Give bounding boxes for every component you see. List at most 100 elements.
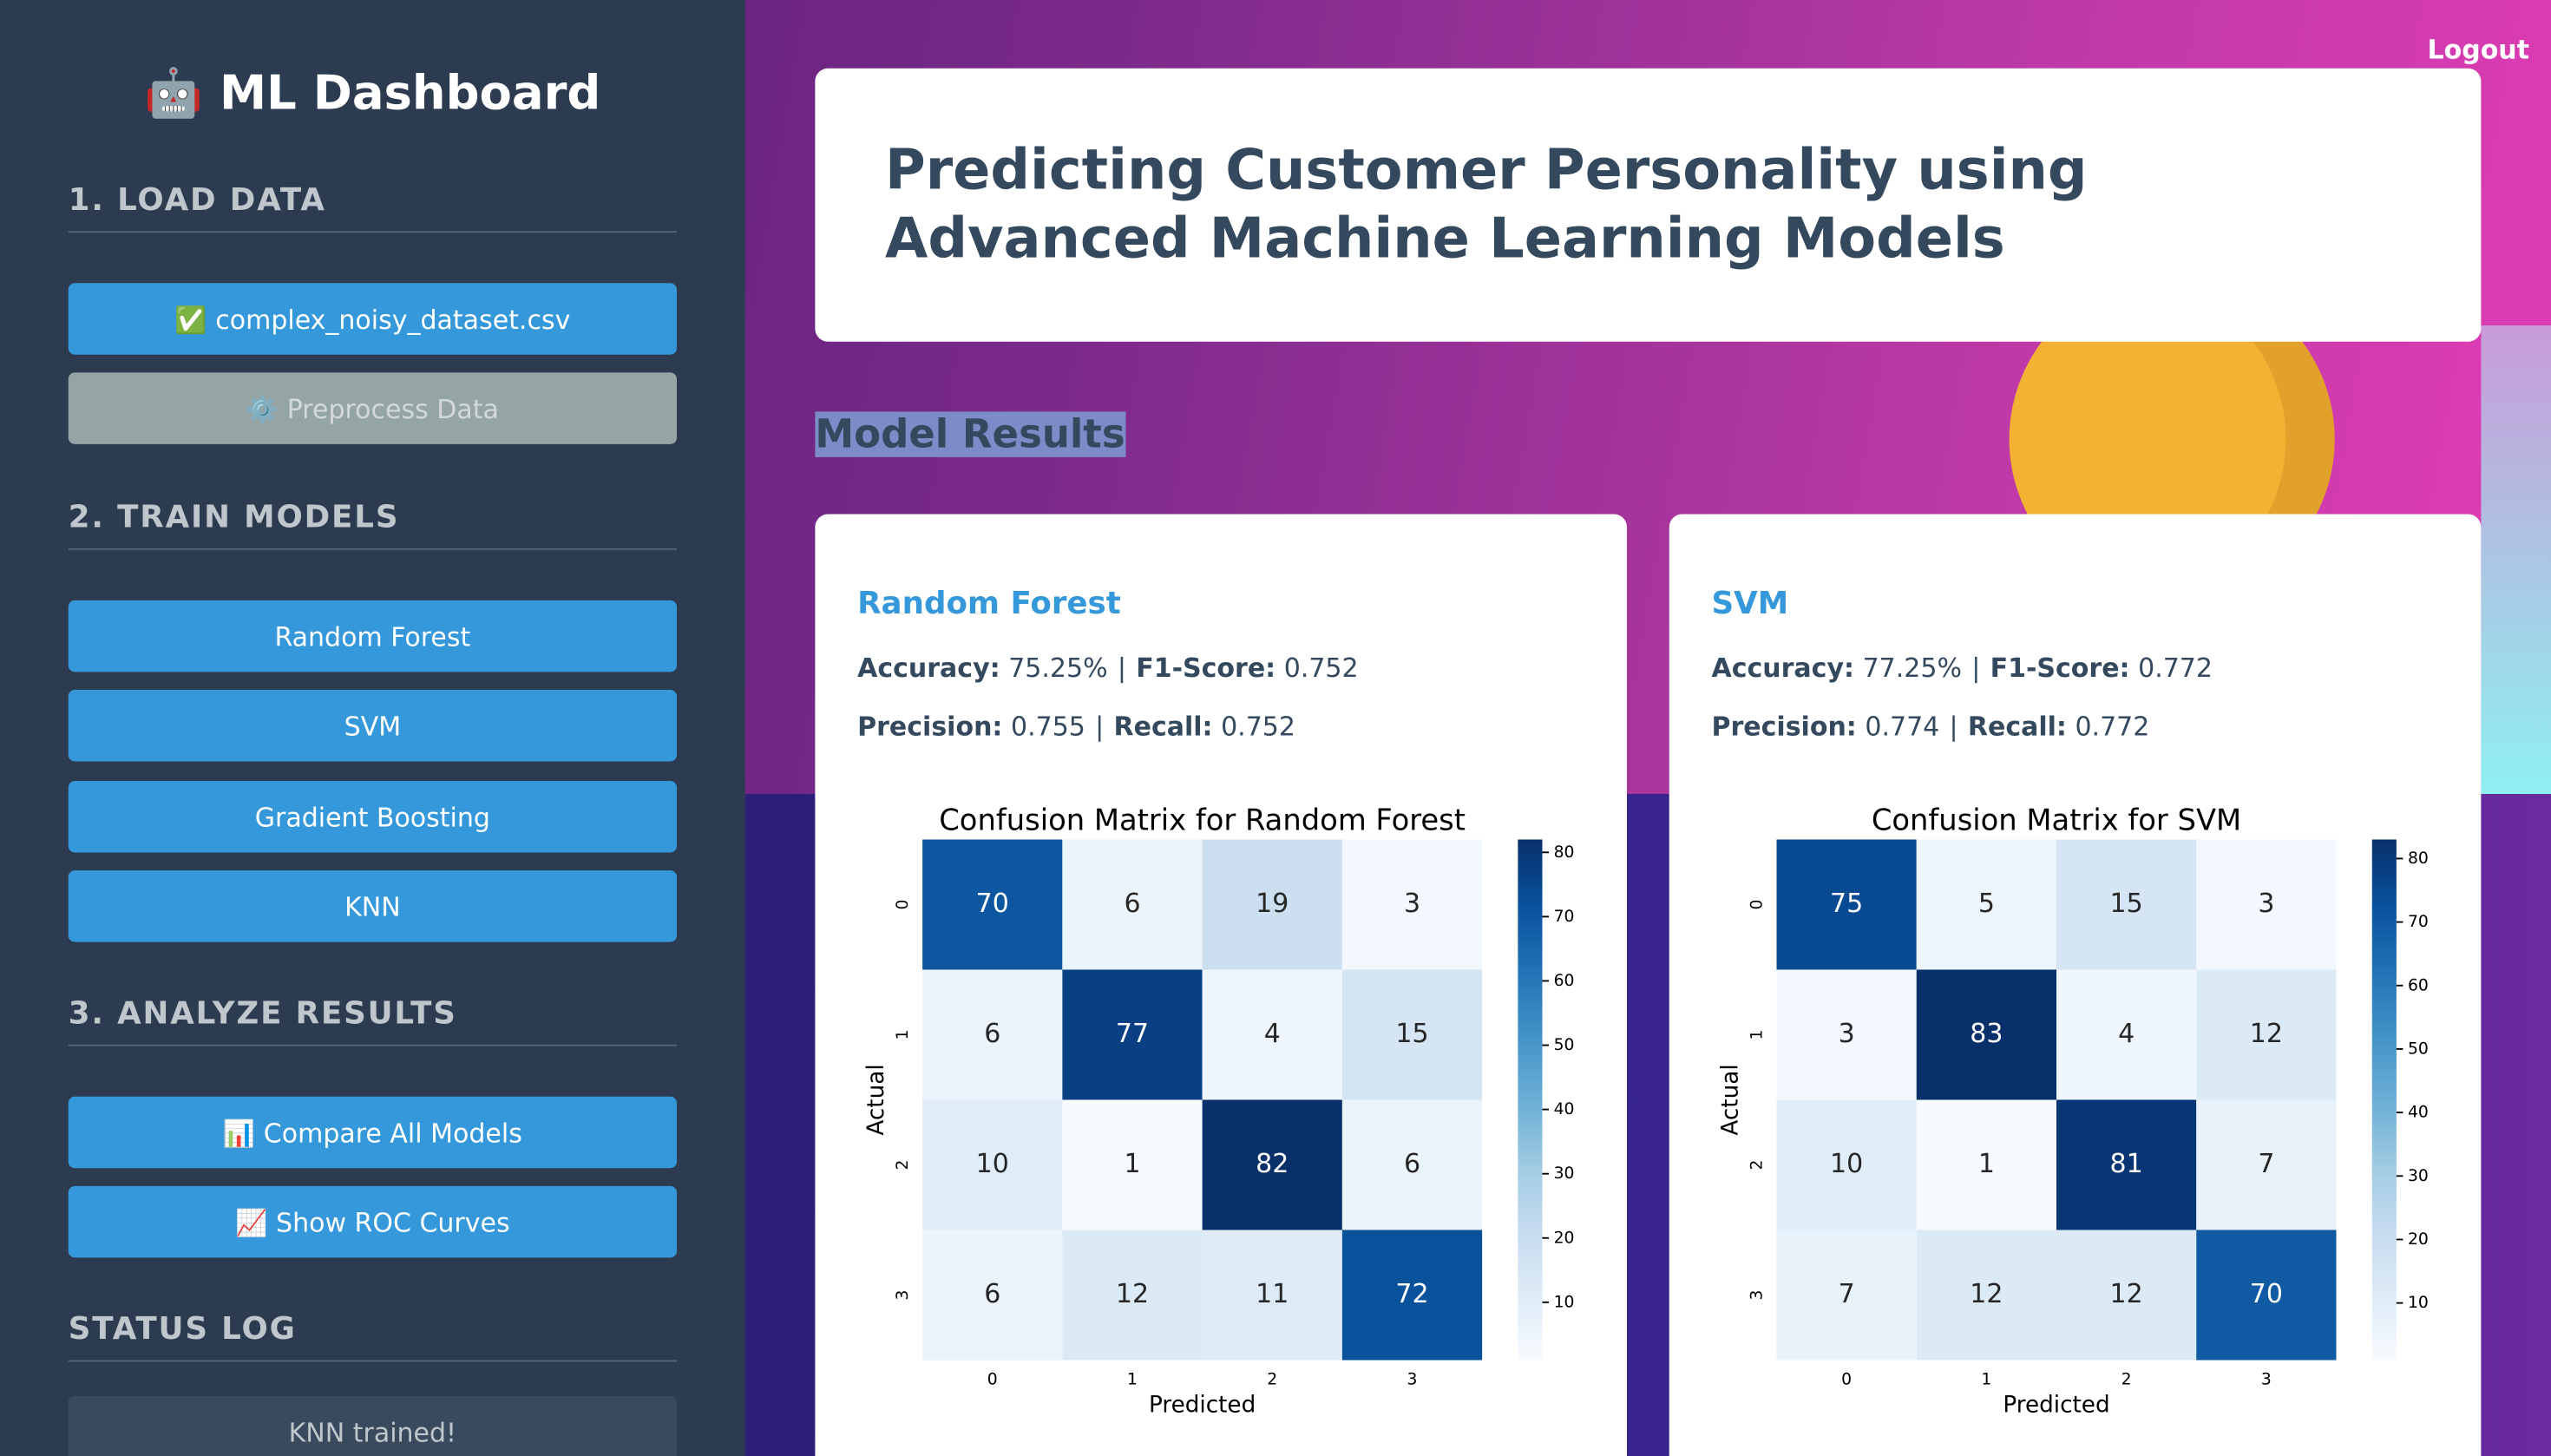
cell-label: 7	[2258, 1149, 2274, 1179]
y-tick-label: 1	[1748, 1030, 1767, 1040]
cell-label: 19	[1256, 889, 1289, 919]
heatmap-cell	[2056, 1099, 2197, 1230]
metric-value: 0.752	[1283, 652, 1359, 684]
cell-label: 10	[976, 1149, 1009, 1179]
y-axis-label: Actual	[863, 1064, 889, 1135]
colorbar-tick-label: 60	[1554, 972, 1575, 990]
heatmap-cell	[922, 969, 1063, 1100]
heatmap-cell	[922, 1099, 1063, 1230]
heatmap-cell	[2196, 1099, 2337, 1230]
cell-label: 70	[976, 889, 1009, 919]
model-card: Random Forest Accuracy: 75.25% | F1-Score: …	[815, 514, 1627, 1456]
sidebar-button[interactable]: Random Forest	[68, 600, 677, 672]
cell-label: 12	[2250, 1019, 2283, 1049]
x-tick-label: 0	[987, 1371, 998, 1389]
y-tick-label: 2	[894, 1160, 912, 1171]
cell-label: 12	[2110, 1279, 2143, 1309]
section-heading: 3. ANALYZE RESULTS	[68, 996, 677, 1046]
cell-label: 12	[1970, 1279, 2003, 1309]
y-tick-label: 3	[1748, 1290, 1767, 1301]
cell-label: 75	[1830, 889, 1863, 919]
cell-label: 7	[1839, 1279, 1855, 1309]
heatmap-cell	[1062, 1099, 1203, 1230]
sidebar-button[interactable]: 📊 Compare All Models	[68, 1096, 677, 1169]
colorbar-tick-label: 30	[2408, 1167, 2429, 1185]
cell-label: 82	[1256, 1149, 1289, 1179]
metric-label: Recall:	[1967, 711, 2067, 742]
cell-label: 15	[2110, 889, 2143, 919]
x-tick-label: 1	[1981, 1371, 1991, 1389]
heatmap-cell	[1776, 839, 1917, 970]
metric-label: Accuracy:	[1711, 652, 1855, 684]
colorbar-tick-label: 70	[2408, 913, 2429, 931]
x-axis-label: Predicted	[2003, 1393, 2109, 1419]
x-tick-label: 3	[1407, 1371, 1418, 1389]
cell-label: 1	[1978, 1149, 1995, 1179]
heatmap-cell	[1202, 969, 1342, 1100]
x-tick-label: 2	[2121, 1371, 2132, 1389]
heatmap-cell	[1916, 1230, 2056, 1361]
metric-value: 75.25%	[1008, 652, 1108, 684]
y-tick-label: 0	[894, 900, 912, 910]
colorbar-tick-label: 60	[2408, 976, 2429, 994]
sidebar: 🤖 ML Dashboard 1. LOAD DATA ✅ complex_noi…	[0, 0, 745, 1456]
heatmap-cell	[2056, 1230, 2197, 1361]
x-tick-label: 0	[1841, 1371, 1852, 1389]
cell-label: 1	[1124, 1149, 1140, 1179]
x-tick-label: 1	[1127, 1371, 1138, 1389]
sidebar-button[interactable]: Gradient Boosting	[68, 781, 677, 853]
metric-label: F1-Score:	[1136, 652, 1276, 684]
sidebar-button[interactable]: 📈 Show ROC Curves	[68, 1185, 677, 1258]
page-title: Predicting Customer Personality using Ad…	[885, 138, 2088, 272]
colorbar-tick-label: 20	[2408, 1230, 2429, 1249]
metric-row: Precision: 0.755 | Recall: 0.752	[857, 711, 1295, 742]
separator: |	[1095, 711, 1105, 742]
cell-label: 3	[2258, 889, 2274, 919]
x-axis-label: Predicted	[1149, 1393, 1256, 1419]
y-tick-label: 0	[1748, 900, 1767, 910]
colorbar-tick-label: 80	[1554, 843, 1575, 862]
chart-title: Confusion Matrix for SVM	[1872, 803, 2241, 836]
sidebar-button[interactable]: KNN	[68, 870, 677, 942]
cell-label: 10	[1830, 1149, 1863, 1179]
status-message: KNN trained!	[68, 1395, 677, 1456]
metric-value: 0.755	[1010, 711, 1085, 742]
heatmap-cell	[1776, 1099, 1917, 1230]
metric-label: F1-Score:	[1990, 652, 2130, 684]
heatmap-cell	[1062, 969, 1203, 1100]
x-tick-label: 2	[1267, 1371, 1277, 1389]
sidebar-button: ⚙️ Preprocess Data	[68, 372, 677, 444]
chart-title: Confusion Matrix for Random Forest	[939, 803, 1466, 836]
metric-value: 77.25%	[1862, 652, 1962, 684]
colorbar-tick-label: 40	[1554, 1100, 1575, 1118]
heatmap-cell	[1202, 839, 1342, 970]
colorbar	[1518, 839, 1543, 1361]
metric-row: Accuracy: 75.25% | F1-Score: 0.752	[857, 653, 1359, 684]
colorbar-tick-label: 50	[1554, 1036, 1575, 1054]
heatmap-cell	[2196, 1230, 2337, 1361]
separator: |	[1949, 711, 1958, 742]
metric-value: 0.772	[2138, 652, 2213, 684]
heatmap: Confusion Matrix for Random Forest 70 6 19 3…	[863, 803, 1575, 1419]
x-tick-label: 3	[2261, 1371, 2272, 1389]
cell-label: 72	[1395, 1279, 1428, 1309]
y-tick-label: 2	[1748, 1160, 1767, 1171]
section-heading: 1. LOAD DATA	[68, 182, 677, 233]
background-art	[2481, 325, 2551, 794]
heatmap-cell	[2056, 839, 2197, 970]
separator: |	[1117, 652, 1126, 684]
y-axis-label: Actual	[1718, 1064, 1744, 1135]
sidebar-button[interactable]: ✅ complex_noisy_dataset.csv	[68, 283, 677, 355]
section-heading: STATUS LOG	[68, 1311, 677, 1362]
section-title: Model Results	[815, 411, 1125, 457]
colorbar-tick-label: 40	[2408, 1104, 2429, 1122]
colorbar	[2371, 839, 2397, 1361]
colorbar-tick-label: 10	[2408, 1294, 2429, 1312]
y-tick-label: 3	[894, 1290, 912, 1301]
logout-link[interactable]: Logout	[2427, 34, 2530, 65]
cell-label: 77	[1116, 1019, 1149, 1049]
metric-value: 0.752	[1221, 711, 1295, 742]
sidebar-button[interactable]: SVM	[68, 690, 677, 762]
model-name: SVM	[1711, 586, 1789, 622]
